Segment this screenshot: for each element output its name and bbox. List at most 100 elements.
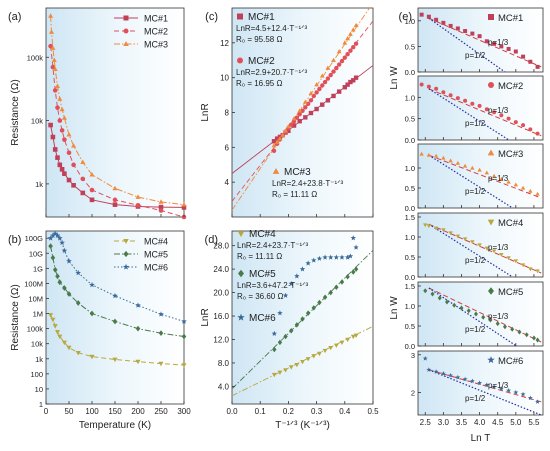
- d-series-mc4-point: [311, 354, 317, 359]
- e3-name-marker: [487, 149, 495, 156]
- a-series-mc1-point: [181, 205, 187, 210]
- e3-series-mc3-point: [448, 158, 453, 163]
- b-series-mc4-point: [135, 359, 141, 365]
- e2-label-p12: p=1/2: [465, 119, 486, 128]
- d-panel-label: (d): [205, 234, 218, 246]
- d-series-mc6-point: [288, 280, 294, 287]
- c-series-mc2-point: [294, 115, 300, 120]
- a-series-mc1-point: [112, 202, 118, 207]
- e1-series-mc1-point: [499, 44, 504, 49]
- c-series-mc1-point: [353, 75, 359, 80]
- d-series-mc5-point: [317, 299, 322, 306]
- c-series-mc1-point: [274, 136, 280, 141]
- e-ylabel-bottom: Ln W: [389, 296, 400, 320]
- e6-fit-p12: [428, 369, 542, 415]
- e3-series-mc3-point: [535, 191, 540, 196]
- b-series-mc5-point: [158, 330, 164, 337]
- e-ylabel-top: Ln W: [389, 66, 400, 90]
- b-series-mc4-point: [75, 350, 81, 356]
- a-ylabel: Resistance (Ω): [10, 79, 21, 145]
- d-series-mc6-point: [344, 254, 351, 260]
- e6-series-mc6-point: [535, 399, 541, 404]
- e4-series-mc4-point: [448, 231, 453, 236]
- panel-e-sub-2: 0.0 0.5 1.0 MC#2 p=1/3p=1/2: [405, 75, 544, 145]
- d-series-mc4: [271, 333, 359, 378]
- e6-series-mc6-point: [491, 384, 497, 389]
- a-series-mc2-point: [89, 187, 95, 193]
- e6-series-mc6-point: [448, 372, 454, 378]
- a-series-mc3-point: [59, 106, 65, 112]
- b-xtick-label: 50: [65, 407, 74, 416]
- b-series-mc4-point: [50, 317, 56, 323]
- a-ytick-label: 1k: [35, 180, 43, 189]
- c-ytick-label: 6: [225, 143, 230, 152]
- e2-series-mc2-point: [441, 90, 446, 95]
- d-series-mc4-point: [328, 345, 334, 351]
- b-xtick-label: 200: [131, 407, 145, 416]
- c-series-mc2-point: [271, 148, 277, 154]
- d-series-mc5-point: [339, 279, 345, 285]
- e3-series-mc3-point: [426, 152, 432, 157]
- c-series-mc3: [271, 22, 359, 148]
- d-ytick-label: 28.0: [213, 242, 229, 251]
- e3-fit-p13: [428, 154, 542, 199]
- e4-series-mc4-point: [484, 246, 490, 251]
- b-series-mc6-point: [181, 318, 187, 324]
- panel-e-sub-1: 0.0 0.5 1.0 MC#1 p=1/3p=1/2: [405, 7, 544, 77]
- e2-label-p13: p=1/3: [488, 106, 509, 115]
- b-series-mc5-point: [52, 266, 58, 273]
- a-series-mc1-point: [52, 147, 58, 152]
- c-series-mc2-point: [339, 58, 345, 64]
- b-series-mc5: [48, 243, 187, 340]
- e5-series-mc5-point: [517, 329, 522, 335]
- a-series-mc2-point: [57, 118, 63, 123]
- a-series-mc2: [48, 43, 187, 220]
- d-series-mc6-point: [282, 292, 289, 298]
- c-annotation-line: LnR=4.5+12.4·T⁻¹ᐟ³: [236, 24, 308, 33]
- a-series-mc1-point: [62, 171, 67, 176]
- e2-name-marker: [488, 82, 494, 88]
- panel-e: 0.00.51.0 MC#1p=1/3p=1/20.00.51.0MC#2p=1/…: [389, 7, 544, 444]
- e5-name: MC#5: [498, 287, 523, 298]
- c-annotation-line: LnR=2.4+23.8·T⁻¹ᐟ³: [272, 179, 344, 188]
- e2-series-mc2-point: [455, 96, 460, 101]
- e6-series-mc6-point: [426, 367, 432, 372]
- b-ytick-label: 1G: [33, 264, 43, 273]
- e6-fits: [428, 369, 542, 415]
- c-series-mc2-point: [297, 112, 302, 117]
- e3-series-mc3-point: [462, 163, 468, 168]
- a-series-mc1-point: [71, 183, 76, 188]
- e1-series-mc1-point: [535, 64, 540, 69]
- a-legend-label: MC#1: [144, 14, 168, 24]
- b-series-mc4-point: [181, 363, 187, 368]
- e2-series-mc2-point: [499, 113, 504, 118]
- c-series-mc2-point: [308, 98, 314, 103]
- d-series-mc5-point: [351, 269, 356, 275]
- e6-xtick-label: 3.5: [456, 418, 468, 427]
- a-ytick-label: 10k: [31, 117, 43, 126]
- d-series-mc6-point: [316, 255, 323, 261]
- e2-series-mc2: [419, 82, 540, 136]
- d-series-mc5-point: [305, 310, 311, 316]
- e5-series-mc5-point: [510, 326, 515, 332]
- b-series-mc6-point: [56, 235, 63, 241]
- e5-series-mc5-point: [444, 299, 449, 305]
- e2-series-mc2-point: [521, 123, 526, 128]
- d-series-mc6-point: [347, 253, 354, 259]
- b-series-mc6-point: [158, 311, 164, 317]
- e3-ytick-label: 0.0: [405, 204, 415, 213]
- e6-xtick-label: 5.0: [510, 418, 522, 427]
- a-series-mc1: [48, 122, 187, 210]
- c-series-mc3-point: [325, 65, 331, 70]
- panel-e-sub-4: 0.0 0.5 1.0 1.5 MC#4 p=1/3p=1/2: [405, 212, 544, 282]
- e4-ytick-label: 0.5: [405, 253, 415, 262]
- a-legend-marker: [123, 15, 129, 21]
- a-series-mc3-point: [57, 96, 63, 101]
- d-series-mc5-point: [322, 294, 328, 301]
- c-series-mc1-point: [325, 98, 331, 103]
- c-series-mc2-point: [314, 90, 319, 95]
- d-series-mc4-point: [333, 343, 339, 348]
- d-plot-frame: [231, 230, 374, 405]
